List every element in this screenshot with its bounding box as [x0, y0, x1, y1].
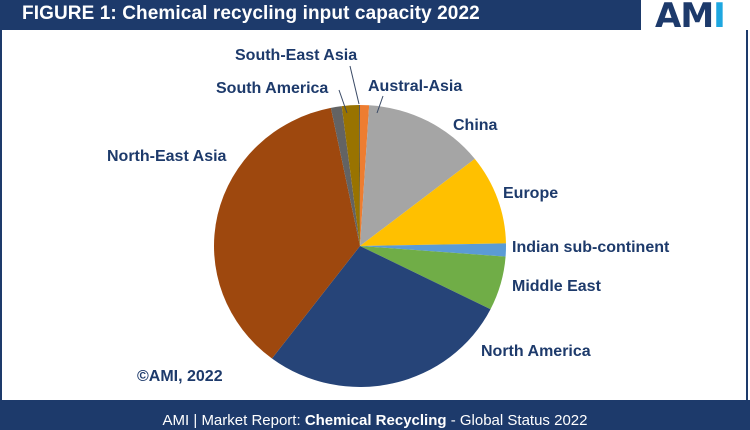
footer-prefix: Market Report:: [201, 412, 305, 429]
leader-line: [376, 95, 384, 114]
pie-slice-other: [330, 106, 360, 246]
slice-label-indian-sub-continent: Indian sub-continent: [512, 239, 670, 256]
slice-label-austral-asia: Austral-Asia: [368, 78, 463, 95]
pie-slice-austral-asia: [360, 105, 370, 246]
footer-bar: AMI | Market Report: Chemical Recycling …: [0, 400, 750, 430]
footer-report-name: Chemical Recycling: [304, 412, 447, 429]
slice-label-china: China: [453, 117, 498, 134]
footer-separator: |: [189, 412, 202, 429]
pie-slice-middle-east: [360, 246, 506, 310]
pie-slice-south-america: [341, 105, 360, 246]
slice-label-europe: Europe: [503, 185, 559, 202]
copyright-note: ©AMI, 2022: [137, 368, 223, 385]
logo-main-text: AM: [655, 0, 714, 36]
pie-slice-south-east-asia: [359, 104, 360, 246]
frame-right-border: [746, 30, 748, 400]
pie-slice-north-east-asia: [213, 107, 360, 359]
frame-left-border: [0, 30, 2, 400]
leader-line: [338, 89, 348, 114]
slice-label-south-east-asia: South-East Asia: [235, 47, 358, 64]
slice-label-middle-east: Middle East: [512, 278, 601, 295]
slice-label-south-america: South America: [216, 80, 329, 97]
pie-slice-north-america: [271, 246, 491, 388]
footer-suffix: - Global Status 2022: [446, 412, 588, 429]
footer-text: AMI | Market Report: Chemical Recycling …: [0, 412, 750, 429]
figure-title: FIGURE 1: Chemical recycling input capac…: [22, 3, 480, 24]
slice-label-north-east-asia: North-East Asia: [107, 148, 227, 165]
footer-brand: AMI: [162, 412, 190, 429]
ami-logo: AMI: [655, 0, 726, 36]
header-bar: FIGURE 1: Chemical recycling input capac…: [0, 0, 641, 30]
pie-slice-china: [360, 105, 475, 246]
pie-slice-europe: [360, 158, 506, 246]
leader-line: [349, 65, 360, 105]
pie-slice-indian-sub-continent: [360, 243, 506, 257]
logo-accent-text: I: [713, 0, 726, 36]
slice-label-north-america: North America: [481, 343, 591, 360]
